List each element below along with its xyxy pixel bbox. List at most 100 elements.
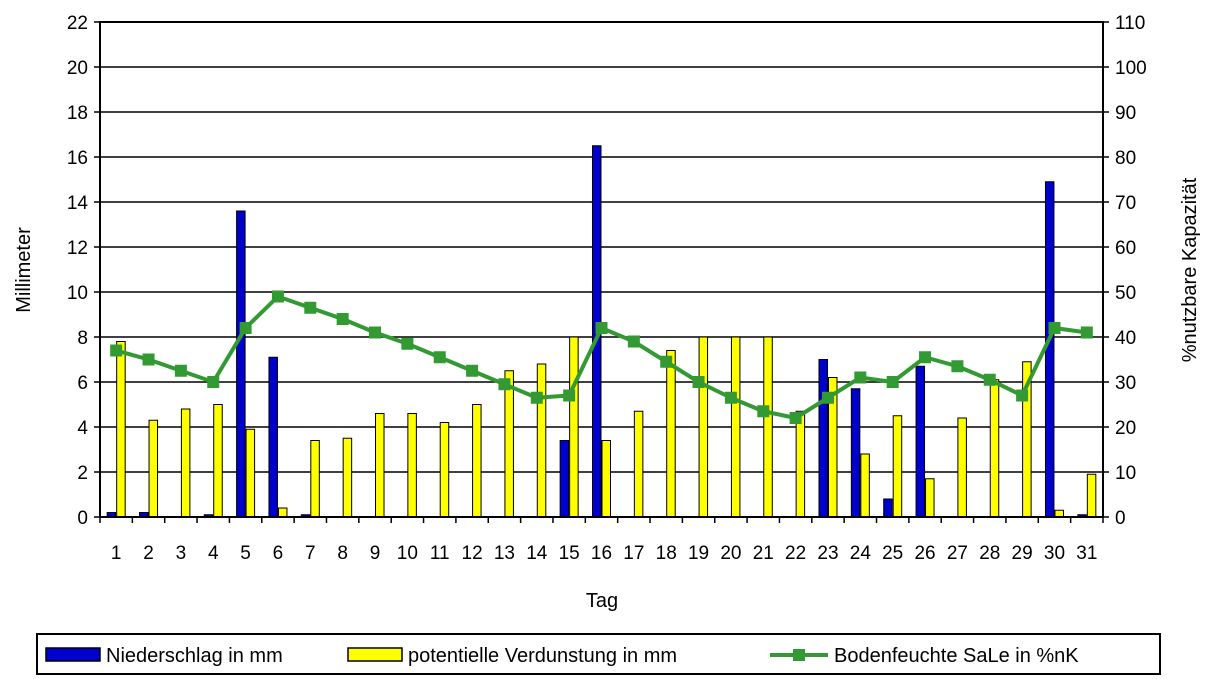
x-tick-label-30: 30 [1044,543,1065,564]
x-tick-label-11: 11 [430,543,450,564]
y2-tick-label-30: 30 [1115,373,1136,394]
marker-bodenfeuchte-day-19 [692,376,705,388]
y-tick-label-22: 22 [67,13,88,34]
x-tick-label-16: 16 [591,543,612,564]
bar-verdunstung-day-7 [310,440,320,518]
x-tick-label-8: 8 [337,543,348,564]
y-tick-label-12: 12 [67,238,88,259]
x-tick-label-4: 4 [208,543,219,564]
marker-bodenfeuchte-day-29 [1016,389,1029,402]
x-tick-label-22: 22 [785,543,806,564]
bar-verdunstung-day-1 [116,341,126,518]
bar-verdunstung-day-19 [698,336,709,518]
bar-verdunstung-day-17 [633,410,644,518]
x-tick-label-28: 28 [979,543,1000,564]
bar-verdunstung-day-11 [439,422,450,518]
marker-bodenfeuchte-day-22 [789,412,802,424]
soil-moisture-line-group [110,290,1093,424]
marker-bodenfeuchte-day-21 [757,405,770,418]
y2-tick-label-40: 40 [1115,328,1136,349]
y-tick-label-20: 20 [67,58,88,79]
marker-bodenfeuchte-day-1 [110,344,123,357]
y-tick-label-8: 8 [77,328,88,349]
x-tick-label-13: 13 [494,543,515,564]
x-tick-label-10: 10 [397,543,418,564]
x-tick-label-27: 27 [947,543,968,564]
marker-bodenfeuchte-day-15 [563,389,576,402]
marker-bodenfeuchte-day-4 [207,376,220,388]
y2-tick-label-0: 0 [1115,508,1126,529]
y-tick-label-14: 14 [67,193,89,214]
marker-bodenfeuchte-day-18 [660,355,673,368]
y2-tick-label-90: 90 [1115,103,1136,124]
bar-niederschlag-day-5 [236,210,246,518]
bar-niederschlag-day-6 [268,356,278,518]
x-tick-label-12: 12 [462,543,483,564]
bar-verdunstung-day-2 [148,419,159,518]
bar-niederschlag-day-24 [850,388,861,518]
bar-verdunstung-day-10 [407,413,417,518]
bar-verdunstung-day-28 [989,379,1000,518]
y-tick-label-6: 6 [77,373,88,394]
bars-group [106,145,1097,518]
x-tick-label-9: 9 [370,543,381,564]
y2-tick-label-20: 20 [1115,418,1136,439]
x-tick-label-3: 3 [176,543,187,564]
y2-axis-title: %nutzbare Kapazität [1179,177,1201,362]
marker-bodenfeuchte-day-27 [951,360,964,373]
bar-verdunstung-day-15 [569,336,579,518]
bar-niederschlag-day-15 [559,440,570,518]
bar-niederschlag-day-26 [915,365,926,518]
marker-bodenfeuchte-day-16 [595,322,608,334]
marker-bodenfeuchte-day-13 [498,378,511,391]
x-tick-label-6: 6 [273,543,284,564]
y-tick-label-0: 0 [77,508,88,529]
marker-bodenfeuchte-day-30 [1048,322,1061,334]
x-tick-label-15: 15 [559,543,580,564]
bar-verdunstung-day-21 [763,336,773,518]
bar-verdunstung-day-27 [957,417,967,518]
x-tick-label-31: 31 [1076,543,1097,564]
y-axis-title: Millimeter [13,227,35,313]
bar-verdunstung-day-26 [925,478,935,518]
legend-box [36,633,1161,675]
bar-verdunstung-day-20 [730,336,741,518]
bar-verdunstung-day-30 [1054,509,1064,518]
marker-bodenfeuchte-day-23 [821,391,834,404]
bar-verdunstung-day-22 [795,410,806,518]
x-tick-label-2: 2 [143,543,154,564]
y2-tick-label-110: 110 [1115,13,1145,34]
marker-bodenfeuchte-day-10 [401,337,414,350]
marker-bodenfeuchte-day-17 [627,335,640,348]
marker-bodenfeuchte-day-2 [142,353,155,366]
marker-bodenfeuchte-day-28 [983,373,996,386]
bar-niederschlag-day-30 [1044,181,1055,518]
marker-bodenfeuchte-day-12 [466,364,479,377]
y2-tick-label-10: 10 [1115,463,1136,484]
x-tick-label-24: 24 [850,543,872,564]
bar-verdunstung-day-5 [245,428,256,518]
bar-verdunstung-day-25 [892,415,903,518]
y-tick-label-2: 2 [77,463,88,484]
bar-verdunstung-day-13 [504,370,514,518]
axes-group: 0246810121416182022010203040506070809010… [67,13,1147,564]
y-tick-label-10: 10 [67,283,88,304]
marker-bodenfeuchte-day-9 [369,326,382,339]
bar-verdunstung-day-14 [536,363,547,518]
x-tick-label-17: 17 [623,543,644,564]
bar-verdunstung-day-4 [213,404,223,518]
x-tick-label-25: 25 [882,543,903,564]
bar-verdunstung-day-31 [1086,473,1097,518]
y-tick-label-16: 16 [67,148,88,169]
legend-swatch-verdunstung [347,647,403,662]
marker-bodenfeuchte-day-7 [304,301,317,314]
legend-swatch-niederschlag [45,647,101,662]
x-tick-label-1: 1 [111,543,122,564]
legend-label-verdunstung: potentielle Verdunstung in mm [408,645,677,667]
x-tick-label-20: 20 [720,543,741,564]
x-tick-label-29: 29 [1012,543,1033,564]
marker-bodenfeuchte-day-14 [530,391,543,404]
x-tick-label-7: 7 [305,543,316,564]
legend-marker-bodenfeuchte [793,649,805,661]
